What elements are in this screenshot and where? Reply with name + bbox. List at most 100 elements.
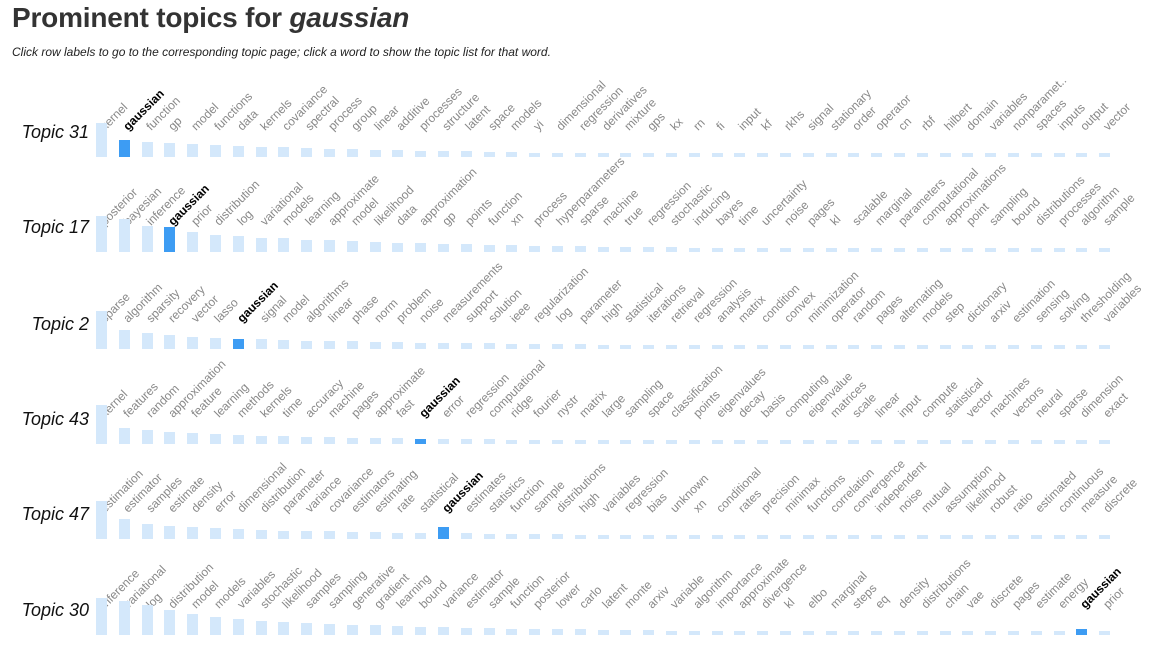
topic-bar[interactable] xyxy=(643,440,655,444)
topic-bar[interactable] xyxy=(802,440,814,444)
topic-bar[interactable] xyxy=(1076,345,1088,349)
topic-bar[interactable] xyxy=(460,343,472,349)
topic-bar[interactable] xyxy=(666,631,677,635)
topic-word[interactable]: xn xyxy=(507,209,527,229)
topic-bar[interactable] xyxy=(552,534,563,539)
topic-bar[interactable] xyxy=(278,147,290,157)
topic-bar[interactable] xyxy=(118,330,130,349)
topic-bar[interactable] xyxy=(1053,535,1065,539)
topic-bar[interactable] xyxy=(1008,153,1019,157)
topic-bar-highlighted[interactable] xyxy=(232,339,244,349)
topic-bar[interactable] xyxy=(894,440,905,444)
topic-word[interactable]: rbf xyxy=(918,113,938,134)
topic-bar[interactable] xyxy=(643,247,655,252)
topic-bar[interactable] xyxy=(939,345,951,349)
topic-bar[interactable] xyxy=(711,248,723,252)
topic-bar[interactable] xyxy=(255,621,267,635)
topic-bar[interactable] xyxy=(141,524,153,539)
topic-bar[interactable] xyxy=(962,345,974,349)
topic-bar[interactable] xyxy=(278,238,290,252)
topic-bar[interactable] xyxy=(438,439,449,444)
topic-bar[interactable] xyxy=(1099,631,1111,635)
topic-word[interactable]: signal xyxy=(804,101,837,134)
topic-bar[interactable] xyxy=(1053,631,1065,635)
topic-word[interactable]: kx xyxy=(667,114,686,134)
topic-bar[interactable] xyxy=(734,631,746,635)
topic-bar[interactable] xyxy=(1030,535,1042,539)
topic-bar[interactable] xyxy=(278,340,290,349)
topic-row-label[interactable]: Topic 30 xyxy=(21,600,89,620)
topic-bar[interactable] xyxy=(164,335,176,349)
topic-bar[interactable] xyxy=(187,527,199,539)
topic-bar[interactable] xyxy=(1030,345,1042,349)
topic-bar[interactable] xyxy=(1099,345,1111,349)
topic-bar[interactable] xyxy=(734,153,746,157)
topic-bar[interactable] xyxy=(780,345,791,349)
topic-row-label[interactable]: Topic 2 xyxy=(31,314,89,334)
topic-bar[interactable] xyxy=(96,216,107,252)
topic-bar[interactable] xyxy=(825,248,837,252)
topic-bar[interactable] xyxy=(506,629,518,635)
topic-bar[interactable] xyxy=(187,337,199,349)
topic-bar[interactable] xyxy=(529,629,541,635)
topic-bar[interactable] xyxy=(780,631,791,635)
topic-word[interactable]: kf xyxy=(758,116,775,134)
topic-bar[interactable] xyxy=(552,629,563,635)
topic-bar[interactable] xyxy=(848,440,860,444)
topic-bar[interactable] xyxy=(324,240,335,252)
topic-bar[interactable] xyxy=(574,153,586,157)
topic-bar[interactable] xyxy=(643,345,655,349)
topic-bar[interactable] xyxy=(187,232,199,252)
topic-bar[interactable] xyxy=(324,531,335,539)
topic-bar[interactable] xyxy=(734,535,746,539)
topic-bar[interactable] xyxy=(985,153,997,157)
topic-bar[interactable] xyxy=(392,626,404,635)
topic-bar[interactable] xyxy=(164,432,176,444)
topic-bar[interactable] xyxy=(962,248,974,252)
topic-bar[interactable] xyxy=(438,343,449,349)
topic-bar[interactable] xyxy=(666,440,677,444)
topic-bar[interactable] xyxy=(460,439,472,444)
topic-bar[interactable] xyxy=(734,440,746,444)
topic-bar[interactable] xyxy=(1076,440,1088,444)
topic-bar[interactable] xyxy=(255,339,267,349)
topic-bar[interactable] xyxy=(757,153,769,157)
topic-row-label[interactable]: Topic 17 xyxy=(21,217,89,237)
topic-bar[interactable] xyxy=(232,529,244,539)
topic-word[interactable]: elbo xyxy=(804,585,831,612)
topic-bar[interactable] xyxy=(392,150,404,157)
topic-bar[interactable] xyxy=(780,153,791,157)
topic-bar[interactable] xyxy=(574,246,586,252)
topic-bar[interactable] xyxy=(620,153,632,157)
topic-bar[interactable] xyxy=(802,153,814,157)
topic-row-label[interactable]: Topic 47 xyxy=(21,504,89,524)
topic-bar[interactable] xyxy=(939,631,951,635)
topic-bar[interactable] xyxy=(415,533,427,539)
topic-word[interactable]: rn xyxy=(690,115,708,134)
topic-bar[interactable] xyxy=(574,629,586,635)
topic-bar[interactable] xyxy=(780,535,791,539)
topic-bar[interactable] xyxy=(187,614,199,635)
topic-bar[interactable] xyxy=(415,151,427,157)
topic-bar[interactable] xyxy=(506,534,518,539)
topic-bar[interactable] xyxy=(688,631,700,635)
topic-bar[interactable] xyxy=(187,144,199,157)
topic-bar[interactable] xyxy=(301,240,313,252)
topic-bar[interactable] xyxy=(210,235,221,252)
topic-bar[interactable] xyxy=(324,437,335,444)
topic-bar[interactable] xyxy=(985,631,997,635)
topic-bar[interactable] xyxy=(483,245,495,252)
topic-bar[interactable] xyxy=(939,535,951,539)
topic-bar[interactable] xyxy=(483,628,495,635)
topic-bar[interactable] xyxy=(802,631,814,635)
topic-bar[interactable] xyxy=(324,149,335,157)
topic-bar[interactable] xyxy=(597,535,609,539)
topic-bar[interactable] xyxy=(985,345,997,349)
topic-bar[interactable] xyxy=(415,243,427,252)
topic-bar[interactable] xyxy=(210,338,221,349)
topic-bar[interactable] xyxy=(757,631,769,635)
topic-bar[interactable] xyxy=(369,438,381,444)
topic-bar[interactable] xyxy=(324,624,335,635)
topic-bar[interactable] xyxy=(688,535,700,539)
topic-bar[interactable] xyxy=(688,248,700,252)
